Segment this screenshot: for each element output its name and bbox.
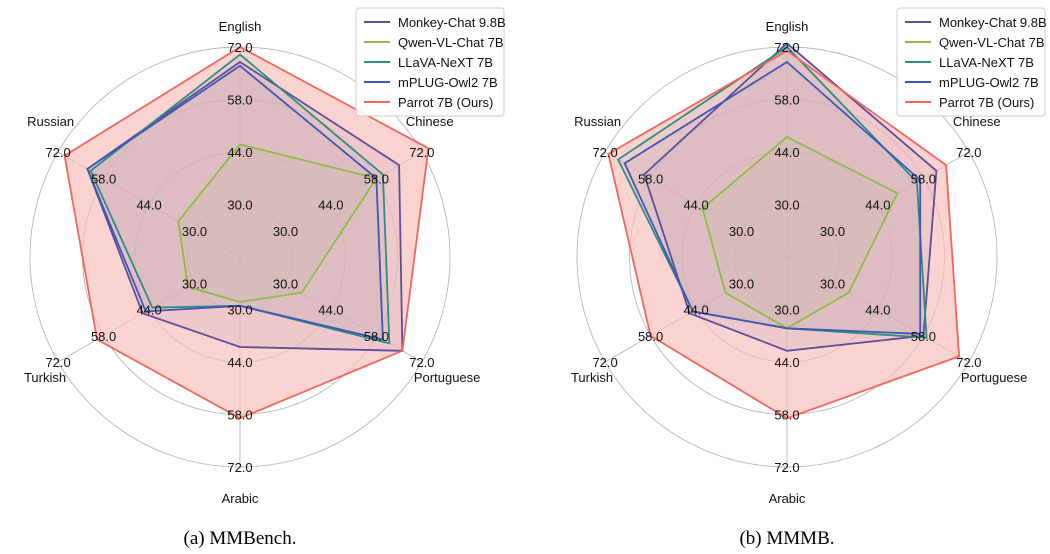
tick-label-portuguese-2: 58.0 bbox=[911, 329, 936, 344]
tick-label-english-2: 58.0 bbox=[774, 93, 799, 108]
tick-label-chinese-1: 44.0 bbox=[865, 198, 890, 213]
tick-label-english-1: 44.0 bbox=[227, 145, 252, 160]
tick-label-arabic-0: 30.0 bbox=[227, 303, 252, 318]
tick-label-chinese-3: 72.0 bbox=[956, 145, 981, 160]
series-line-mplug-owl2-7b bbox=[86, 64, 384, 341]
tick-label-portuguese-3: 72.0 bbox=[409, 355, 434, 370]
series-line-monkey-chat-9-8b bbox=[643, 42, 938, 352]
tick-label-turkish-2: 58.0 bbox=[91, 329, 116, 344]
radar-panel-mmmb: 30.0 44.0 58.0 72.0 30.0 44.0 58.0 72.0 30.0 44.0… bbox=[571, 7, 1047, 549]
radar-panel-mmbench: 30.0 44.0 58.0 72.0 30.0 44.0 58.0 72.0 30.0 44.0… bbox=[24, 7, 506, 549]
legend-label-qwen-vl-chat-7b: Qwen-VL-Chat 7B bbox=[398, 35, 504, 50]
tick-label-english-3: 72.0 bbox=[774, 40, 799, 55]
tick-label-english-2: 58.0 bbox=[227, 93, 252, 108]
axis-label-russian: Russian bbox=[574, 114, 621, 129]
axis-label-chinese: Chinese bbox=[406, 114, 454, 129]
series-line-parrot-7b-ours bbox=[63, 45, 430, 420]
tick-label-chinese-1: 44.0 bbox=[318, 198, 343, 213]
legend-label-mplug-owl2-7b: mPLUG-Owl2 7B bbox=[939, 75, 1039, 90]
tick-label-arabic-2: 58.0 bbox=[227, 408, 252, 423]
tick-label-turkish-3: 72.0 bbox=[592, 355, 617, 370]
tick-label-portuguese-1: 44.0 bbox=[865, 303, 890, 318]
tick-label-portuguese-0: 30.0 bbox=[820, 276, 845, 291]
tick-label-english-0: 30.0 bbox=[774, 198, 799, 213]
tick-label-turkish-2: 58.0 bbox=[638, 329, 663, 344]
axis-label-arabic: Arabic bbox=[769, 491, 806, 506]
legend-label-monkey-chat-9-8b: Monkey-Chat 9.8B bbox=[939, 15, 1047, 30]
tick-label-arabic-3: 72.0 bbox=[227, 460, 252, 475]
axis-label-english: English bbox=[766, 19, 809, 34]
caption-mmmb: (b) MMMB. bbox=[739, 528, 834, 549]
axis-label-english: English bbox=[219, 19, 262, 34]
legend-label-llava-next-7b: LLaVA-NeXT 7B bbox=[939, 55, 1034, 70]
tick-label-russian-2: 58.0 bbox=[91, 171, 116, 186]
tick-label-arabic-2: 58.0 bbox=[774, 408, 799, 423]
tick-label-portuguese-0: 30.0 bbox=[273, 276, 298, 291]
legend-label-monkey-chat-9-8b: Monkey-Chat 9.8B bbox=[398, 15, 506, 30]
tick-label-turkish-0: 30.0 bbox=[182, 276, 207, 291]
axis-label-chinese: Chinese bbox=[953, 114, 1001, 129]
axis-label-arabic: Arabic bbox=[222, 491, 259, 506]
tick-label-russian-1: 44.0 bbox=[683, 198, 708, 213]
tick-label-arabic-1: 44.0 bbox=[227, 355, 252, 370]
tick-label-arabic-1: 44.0 bbox=[774, 355, 799, 370]
tick-label-english-1: 44.0 bbox=[774, 145, 799, 160]
series-area-parrot-7b-ours bbox=[608, 50, 960, 419]
tick-label-chinese-3: 72.0 bbox=[409, 145, 434, 160]
tick-label-english-0: 30.0 bbox=[227, 198, 252, 213]
tick-label-russian-0: 30.0 bbox=[729, 224, 754, 239]
series-line-mplug-owl2-7b bbox=[623, 60, 922, 335]
legend: Monkey-Chat 9.8B Qwen-VL-Chat 7B LLaVA-NeX… bbox=[355, 7, 506, 117]
legend-label-qwen-vl-chat-7b: Qwen-VL-Chat 7B bbox=[939, 35, 1045, 50]
tick-label-russian-0: 30.0 bbox=[182, 224, 207, 239]
legend-label-mplug-owl2-7b: mPLUG-Owl2 7B bbox=[398, 75, 498, 90]
tick-label-turkish-3: 72.0 bbox=[45, 355, 70, 370]
tick-label-russian-3: 72.0 bbox=[592, 145, 617, 160]
tick-label-turkish-1: 44.0 bbox=[683, 303, 708, 318]
axis-label-portuguese: Portuguese bbox=[414, 370, 481, 385]
tick-label-portuguese-1: 44.0 bbox=[318, 303, 343, 318]
tick-label-arabic-0: 30.0 bbox=[774, 303, 799, 318]
legend-box bbox=[896, 7, 1046, 117]
tick-label-chinese-2: 58.0 bbox=[911, 171, 936, 186]
tick-label-english-3: 72.0 bbox=[227, 40, 252, 55]
legend-label-parrot-7b-ours: Parrot 7B (Ours) bbox=[939, 95, 1034, 110]
tick-label-arabic-3: 72.0 bbox=[774, 460, 799, 475]
tick-label-chinese-2: 58.0 bbox=[364, 171, 389, 186]
tick-label-chinese-0: 30.0 bbox=[273, 224, 298, 239]
caption-mmbench: (a) MMBench. bbox=[184, 528, 297, 549]
tick-label-turkish-0: 30.0 bbox=[729, 276, 754, 291]
axis-label-turkish: Turkish bbox=[24, 370, 66, 385]
tick-label-chinese-0: 30.0 bbox=[820, 224, 845, 239]
legend-label-llava-next-7b: LLaVA-NeXT 7B bbox=[398, 55, 493, 70]
legend-label-parrot-7b-ours: Parrot 7B (Ours) bbox=[398, 95, 493, 110]
tick-label-russian-3: 72.0 bbox=[45, 145, 70, 160]
series-line-parrot-7b-ours bbox=[607, 49, 961, 420]
legend-box bbox=[355, 7, 505, 117]
legend: Monkey-Chat 9.8B Qwen-VL-Chat 7B LLaVA-NeX… bbox=[896, 7, 1047, 117]
series-area-parrot-7b-ours bbox=[64, 47, 429, 419]
axis-label-portuguese: Portuguese bbox=[961, 370, 1028, 385]
axis-label-turkish: Turkish bbox=[571, 370, 613, 385]
tick-label-portuguese-2: 58.0 bbox=[364, 329, 389, 344]
tick-label-russian-1: 44.0 bbox=[136, 198, 161, 213]
tick-label-turkish-1: 44.0 bbox=[136, 303, 161, 318]
axis-label-russian: Russian bbox=[27, 114, 74, 129]
tick-label-russian-2: 58.0 bbox=[638, 171, 663, 186]
tick-label-portuguese-3: 72.0 bbox=[956, 355, 981, 370]
